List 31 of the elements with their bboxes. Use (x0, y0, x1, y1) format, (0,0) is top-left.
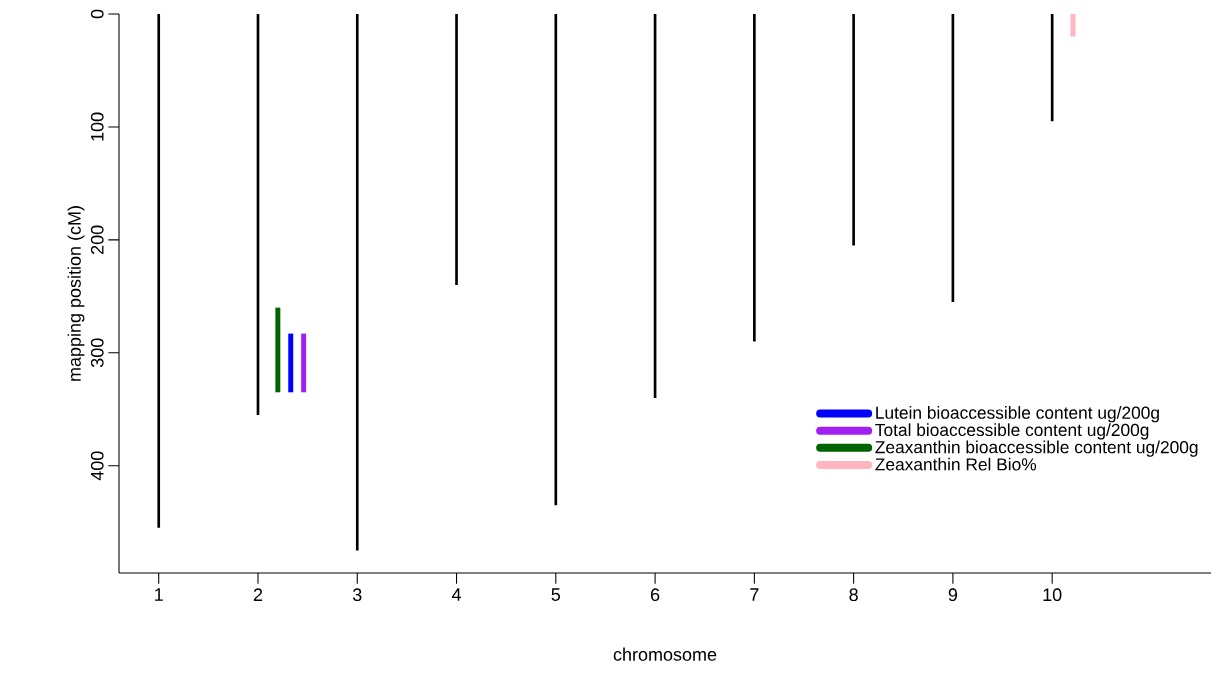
y-axis-title: mapping position (cM) (67, 206, 85, 381)
y-tick-label: 100 (90, 112, 104, 141)
x-tick-label: 1 (155, 588, 163, 601)
x-tick-label: 6 (650, 588, 660, 602)
bar (355, 13, 359, 551)
x-tick-label: 7 (750, 588, 759, 601)
y-tick-label: 0 (90, 9, 104, 19)
bar (288, 333, 294, 393)
x-tick-label: 4 (451, 588, 462, 601)
x-tick-label: 2 (253, 588, 263, 601)
x-tick-label: 3 (352, 588, 362, 602)
bar (455, 13, 458, 286)
legend-label: Lutein bioaccessible content ug/200g (876, 406, 1159, 423)
x-tick-label: 8 (849, 588, 858, 602)
bar (1050, 13, 1054, 122)
y-tick-label: 400 (90, 451, 104, 481)
bar (852, 13, 855, 246)
bar (157, 13, 161, 528)
bar (275, 307, 281, 393)
x-tick-label: 9 (948, 588, 958, 602)
legend-label: Zeaxanthin Rel Bio% (875, 457, 1037, 471)
bar (753, 13, 756, 342)
bar (554, 13, 558, 506)
y-tick-label: 200 (90, 225, 104, 254)
legend-label: Zeaxanthin bioaccessible content ug/200g (875, 440, 1198, 457)
legend-label: Total bioaccessible content ug/200g (875, 423, 1149, 440)
x-tick-label: 10 (1043, 588, 1062, 602)
bar (301, 333, 307, 393)
x-tick-label: 5 (551, 588, 561, 601)
y-tick-label: 300 (90, 338, 104, 368)
x-axis-title: chromosome (613, 647, 717, 661)
